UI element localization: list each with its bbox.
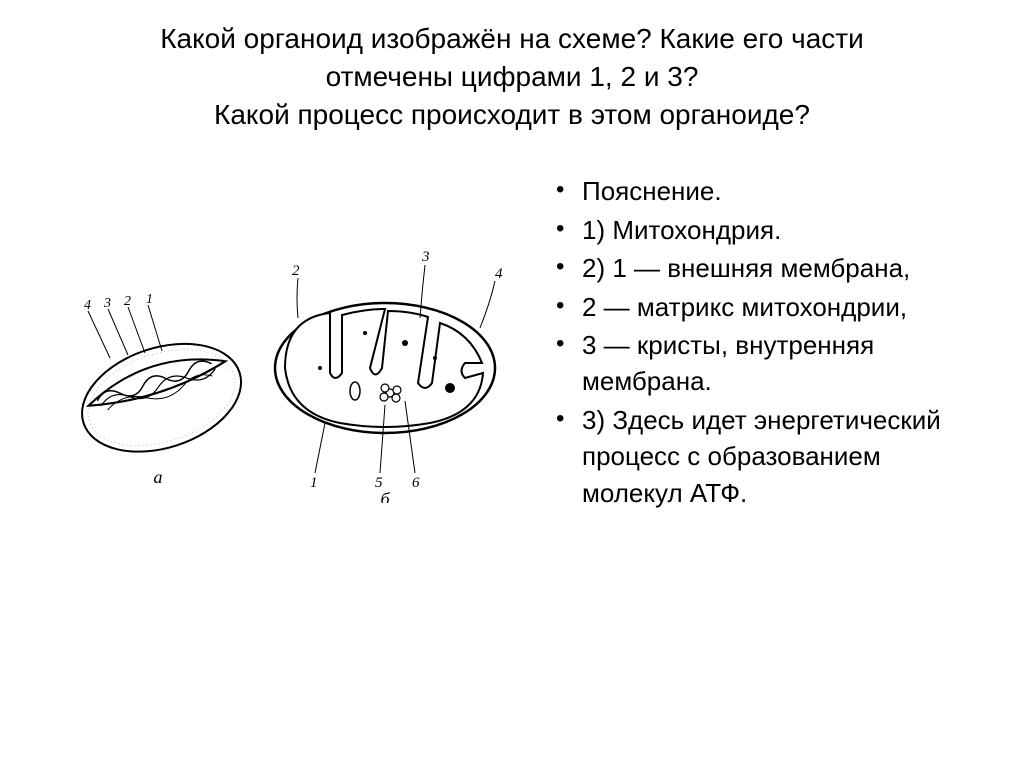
slide-title: Какой органоид изображён на схеме? Какие… bbox=[60, 20, 964, 133]
fig-a-label-4: 4 bbox=[84, 298, 91, 313]
list-item: 2 — матрикс митохондрии, bbox=[550, 289, 964, 325]
list-item-text: 2) 1 — внешняя мембрана, bbox=[582, 253, 910, 283]
fig-b-label-2: 2 bbox=[292, 263, 300, 279]
list-item-text: 2 — матрикс митохондрии, bbox=[582, 292, 907, 322]
list-item-text: Пояснение. bbox=[582, 176, 722, 206]
figure-b: 2 3 4 1 5 6 bbox=[275, 249, 503, 503]
figure-a: 4 3 2 1 а bbox=[68, 292, 255, 487]
fig-b-label-1: 1 bbox=[310, 475, 318, 491]
fig-b-label-6: 6 bbox=[412, 475, 420, 491]
content-area: 4 3 2 1 а bbox=[60, 173, 964, 513]
list-item-text: 3) Здесь идет энергетический процесс с о… bbox=[582, 405, 941, 508]
list-item-text: 1) Митохондрия. bbox=[582, 215, 781, 245]
fig-b-label-3: 3 bbox=[421, 249, 430, 265]
fig-a-label-2: 2 bbox=[124, 294, 131, 309]
diagram-panel: 4 3 2 1 а bbox=[60, 173, 520, 513]
list-item: 3) Здесь идет энергетический процесс с о… bbox=[550, 402, 964, 511]
title-line-3: Какой процесс происходит в этом органоид… bbox=[214, 99, 810, 130]
list-item: 2) 1 — внешняя мембрана, bbox=[550, 250, 964, 286]
explanation-panel: Пояснение. 1) Митохондрия. 2) 1 — внешня… bbox=[520, 173, 964, 513]
fig-b-caption: б bbox=[380, 489, 390, 503]
explanation-list: Пояснение. 1) Митохондрия. 2) 1 — внешня… bbox=[550, 173, 964, 511]
title-line-1: Какой органоид изображён на схеме? Какие… bbox=[160, 23, 864, 54]
fig-a-caption: а bbox=[154, 467, 163, 487]
fig-a-label-1: 1 bbox=[146, 292, 153, 307]
list-item: Пояснение. bbox=[550, 173, 964, 209]
fig-a-label-3: 3 bbox=[103, 296, 111, 311]
list-item: 3 — кристы, внутренняя мембрана. bbox=[550, 327, 964, 400]
title-line-2: отмечены цифрами 1, 2 и 3? bbox=[326, 61, 699, 92]
list-item-text: 3 — кристы, внутренняя мембрана. bbox=[582, 330, 874, 396]
mitochondria-diagram: 4 3 2 1 а bbox=[60, 243, 520, 503]
list-item: 1) Митохондрия. bbox=[550, 212, 964, 248]
fig-b-label-4: 4 bbox=[495, 266, 503, 282]
